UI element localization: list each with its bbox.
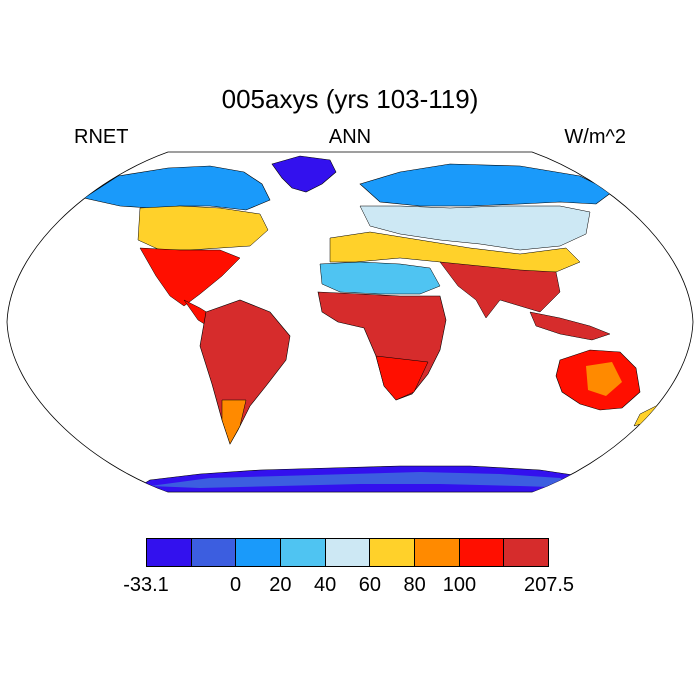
colorbar-labels: -33.1 0 20 40 60 80 100 207.5 bbox=[0, 574, 700, 598]
colorbar-box bbox=[191, 539, 237, 566]
colorbar-box bbox=[147, 539, 192, 566]
colorbar-label: 20 bbox=[269, 574, 292, 596]
south-asia bbox=[439, 261, 561, 319]
colorbar-box bbox=[415, 539, 460, 566]
north-america-mid bbox=[137, 205, 269, 251]
australia-interior bbox=[586, 362, 622, 396]
eurasia-mid bbox=[359, 205, 591, 251]
plot-title: 005axys (yrs 103-119) bbox=[221, 84, 479, 114]
colorbar-box bbox=[281, 539, 326, 566]
colorbar-label: -33.1 bbox=[123, 574, 169, 596]
antarctica-edge bbox=[150, 472, 580, 488]
africa-sahara bbox=[319, 261, 441, 295]
colorbar-box bbox=[370, 539, 416, 566]
southeast-asia-islands bbox=[529, 311, 611, 341]
colorbar-label: 40 bbox=[313, 574, 337, 596]
variable-label: RNET bbox=[74, 126, 129, 148]
colorbar-label: 100 bbox=[442, 574, 477, 596]
eurasia-north bbox=[359, 163, 613, 207]
north-america-north bbox=[83, 165, 271, 211]
units-label: W/m^2 bbox=[564, 126, 626, 148]
south-america-tip bbox=[221, 399, 247, 445]
africa-south bbox=[375, 355, 429, 401]
colorbar-box bbox=[459, 539, 505, 566]
colorbar-box bbox=[504, 539, 549, 566]
colorbar-label: 60 bbox=[358, 574, 381, 596]
colorbar-box bbox=[236, 539, 282, 566]
season-label: ANN bbox=[328, 126, 372, 148]
north-america-south bbox=[139, 247, 241, 307]
colorbar-label: 0 bbox=[229, 574, 242, 596]
colorbar-label: 207.5 bbox=[523, 574, 575, 596]
colorbar-box bbox=[325, 539, 371, 566]
greenland bbox=[271, 155, 337, 193]
colorbar-label: 80 bbox=[403, 574, 426, 596]
colorbar bbox=[146, 538, 549, 567]
